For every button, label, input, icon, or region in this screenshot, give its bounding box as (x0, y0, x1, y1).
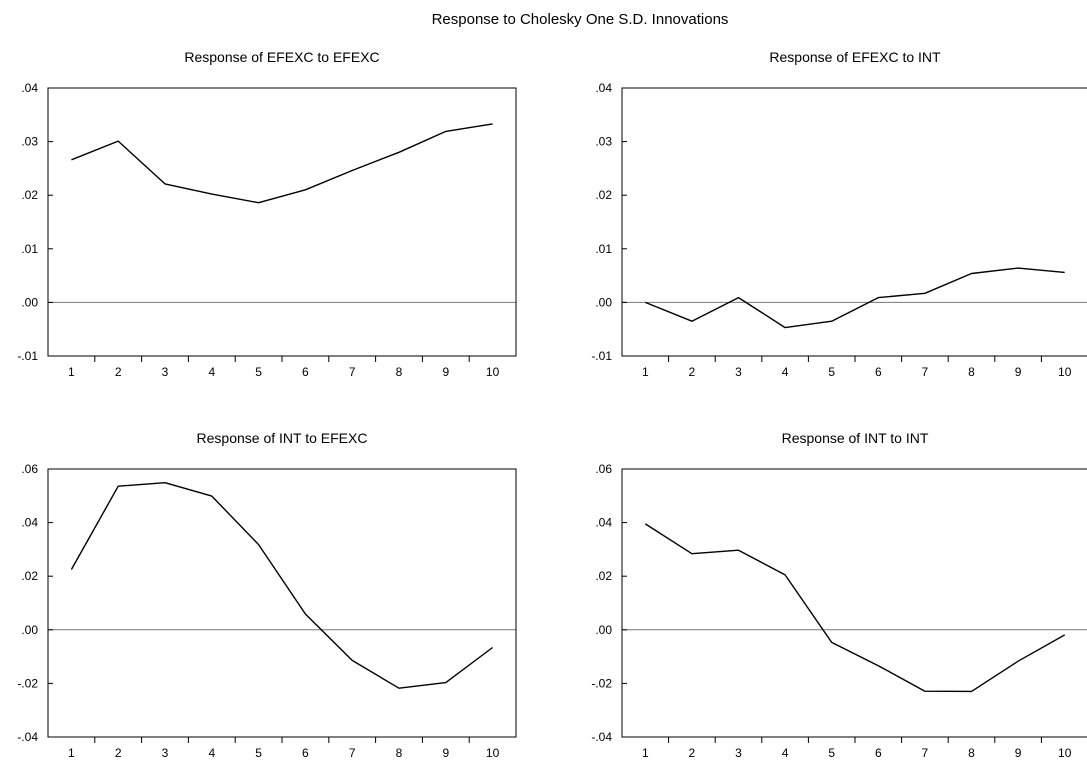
y-tick-label: -.02 (591, 676, 612, 690)
panel-title: Response of INT to EFEXC (197, 430, 368, 446)
y-tick-label: -.01 (17, 349, 38, 363)
x-tick-label: 3 (162, 365, 169, 379)
y-tick-label: .04 (21, 516, 38, 530)
response-line (70, 482, 494, 689)
response-line (644, 523, 1066, 693)
x-tick-label: 6 (302, 746, 309, 760)
x-tick-label: 9 (442, 746, 449, 760)
x-tick-label: 7 (922, 746, 929, 760)
y-tick-label: .03 (595, 135, 612, 149)
y-tick-label: .02 (595, 569, 612, 583)
x-tick-label: 7 (922, 365, 929, 379)
x-tick-label: 1 (68, 365, 75, 379)
chart-panel-4: Response of INT to INT -.04 -.02 .00 .02 .04.… (591, 430, 1087, 760)
x-tick-label: 9 (1015, 746, 1022, 760)
x-tick-label: 1 (642, 746, 649, 760)
panel-title: Response of EFEXC to INT (769, 49, 941, 65)
x-tick-label: 2 (689, 746, 696, 760)
plot-frame (621, 87, 1087, 357)
x-tick-label: 1 (642, 365, 649, 379)
x-tick-label: 10 (486, 746, 500, 760)
y-tick-label: .03 (21, 135, 38, 149)
chart-panel-1: Response of EFEXC to EFEXC -.01 .00 .01 .02.… (17, 49, 517, 379)
y-tick-label: .04 (21, 81, 38, 95)
x-tick-label: 8 (396, 365, 403, 379)
y-tick-label: -.04 (17, 730, 38, 744)
y-tick-label: .02 (595, 188, 612, 202)
y-tick-label: .02 (21, 569, 38, 583)
x-tick-label: 5 (255, 746, 262, 760)
x-tick-label: 6 (875, 365, 882, 379)
x-tick-label: 7 (349, 746, 356, 760)
chart-panel-3: Response of INT to EFEXC -.04 -.02 .00 .02 .0… (17, 430, 517, 760)
plot-frame (47, 468, 517, 738)
x-tick-label: 5 (828, 365, 835, 379)
x-tick-label: 3 (735, 365, 742, 379)
x-tick-label: 2 (115, 365, 122, 379)
x-tick-label: 10 (1058, 365, 1072, 379)
x-tick-label: 4 (208, 746, 215, 760)
figure-title: Response to Cholesky One S.D. Innovation… (432, 11, 729, 28)
y-tick-label: .04 (595, 81, 612, 95)
y-tick-label: .06 (21, 462, 38, 476)
plot-frame (47, 87, 517, 357)
x-tick-label: 8 (396, 746, 403, 760)
y-tick-label: .06 (595, 462, 612, 476)
x-tick-label: 10 (1058, 746, 1072, 760)
response-line (645, 267, 1065, 329)
x-tick-label: 9 (442, 365, 449, 379)
panel-title: Response of EFEXC to EFEXC (184, 49, 379, 65)
x-tick-label: 2 (115, 746, 122, 760)
plot-frame (621, 468, 1087, 738)
x-tick-label: 9 (1015, 365, 1022, 379)
x-tick-label: 2 (689, 365, 696, 379)
x-tick-label: 4 (782, 365, 789, 379)
y-tick-label: .00 (21, 623, 38, 637)
y-tick-label: .02 (21, 188, 38, 202)
x-tick-label: 7 (349, 365, 356, 379)
y-tick-label: -.04 (591, 730, 612, 744)
x-tick-label: 3 (162, 746, 169, 760)
x-tick-label: 6 (302, 365, 309, 379)
x-tick-label: 5 (828, 746, 835, 760)
x-tick-label: 4 (782, 746, 789, 760)
chart-panel-2: Response of EFEXC to INT -.01 .00 .01 .02 .03… (591, 49, 1087, 379)
y-tick-label: -.01 (591, 349, 612, 363)
x-tick-label: 6 (875, 746, 882, 760)
x-tick-label: 8 (968, 365, 975, 379)
y-tick-label: .00 (595, 295, 612, 309)
x-tick-label: 10 (486, 365, 500, 379)
y-tick-label: .04 (595, 516, 612, 530)
x-tick-label: 5 (255, 365, 262, 379)
y-tick-label: .01 (21, 242, 38, 256)
panel-title: Response of INT to INT (782, 430, 929, 446)
y-tick-label: -.02 (17, 676, 38, 690)
x-tick-label: 4 (208, 365, 215, 379)
x-tick-label: 3 (735, 746, 742, 760)
response-line (71, 123, 493, 204)
y-tick-label: .01 (595, 242, 612, 256)
y-tick-label: .00 (595, 623, 612, 637)
x-tick-label: 1 (68, 746, 75, 760)
x-tick-label: 8 (968, 746, 975, 760)
y-tick-label: .00 (21, 295, 38, 309)
